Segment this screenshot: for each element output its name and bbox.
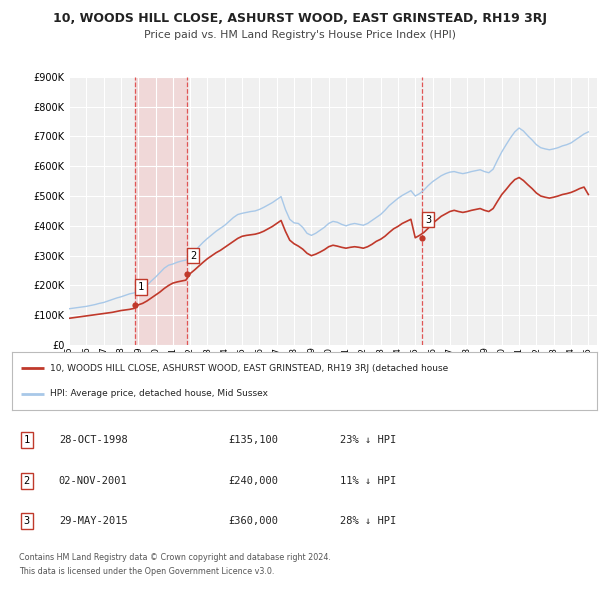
Text: HPI: Average price, detached house, Mid Sussex: HPI: Average price, detached house, Mid … xyxy=(50,389,268,398)
Text: 2: 2 xyxy=(190,251,196,261)
Text: 10, WOODS HILL CLOSE, ASHURST WOOD, EAST GRINSTEAD, RH19 3RJ (detached house: 10, WOODS HILL CLOSE, ASHURST WOOD, EAST… xyxy=(50,364,448,373)
Text: 1: 1 xyxy=(23,435,30,445)
Text: Price paid vs. HM Land Registry's House Price Index (HPI): Price paid vs. HM Land Registry's House … xyxy=(144,30,456,40)
Bar xyxy=(136,77,187,345)
Text: 28% ↓ HPI: 28% ↓ HPI xyxy=(340,516,396,526)
Text: Contains HM Land Registry data © Crown copyright and database right 2024.: Contains HM Land Registry data © Crown c… xyxy=(19,553,331,562)
Text: £360,000: £360,000 xyxy=(229,516,278,526)
Text: 28-OCT-1998: 28-OCT-1998 xyxy=(59,435,128,445)
Text: 10, WOODS HILL CLOSE, ASHURST WOOD, EAST GRINSTEAD, RH19 3RJ: 10, WOODS HILL CLOSE, ASHURST WOOD, EAST… xyxy=(53,12,547,25)
Text: £135,100: £135,100 xyxy=(229,435,278,445)
Text: This data is licensed under the Open Government Licence v3.0.: This data is licensed under the Open Gov… xyxy=(19,567,274,576)
Text: £240,000: £240,000 xyxy=(229,476,278,486)
Text: 2: 2 xyxy=(23,476,30,486)
Text: 3: 3 xyxy=(23,516,30,526)
Text: 11% ↓ HPI: 11% ↓ HPI xyxy=(340,476,396,486)
Text: 23% ↓ HPI: 23% ↓ HPI xyxy=(340,435,396,445)
Text: 29-MAY-2015: 29-MAY-2015 xyxy=(59,516,128,526)
Text: 3: 3 xyxy=(425,215,431,225)
Text: 1: 1 xyxy=(138,282,144,292)
Text: 02-NOV-2001: 02-NOV-2001 xyxy=(59,476,128,486)
